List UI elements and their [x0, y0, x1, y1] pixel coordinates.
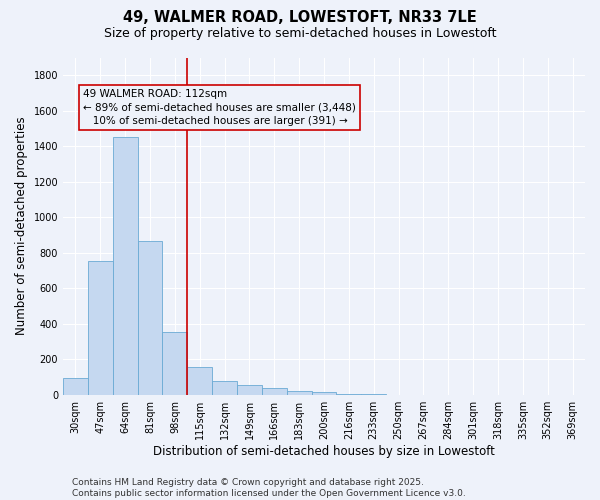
Bar: [287, 391, 311, 394]
Bar: [63, 378, 88, 394]
Text: 49 WALMER ROAD: 112sqm
← 89% of semi-detached houses are smaller (3,448)
   10% : 49 WALMER ROAD: 112sqm ← 89% of semi-det…: [83, 90, 356, 126]
Text: Size of property relative to semi-detached houses in Lowestoft: Size of property relative to semi-detach…: [104, 28, 496, 40]
Text: 49, WALMER ROAD, LOWESTOFT, NR33 7LE: 49, WALMER ROAD, LOWESTOFT, NR33 7LE: [123, 10, 477, 25]
Bar: [311, 392, 337, 394]
Bar: [262, 388, 287, 394]
X-axis label: Distribution of semi-detached houses by size in Lowestoft: Distribution of semi-detached houses by …: [153, 444, 495, 458]
Y-axis label: Number of semi-detached properties: Number of semi-detached properties: [15, 117, 28, 336]
Bar: [237, 385, 262, 394]
Bar: [163, 332, 187, 394]
Bar: [137, 241, 163, 394]
Text: Contains HM Land Registry data © Crown copyright and database right 2025.
Contai: Contains HM Land Registry data © Crown c…: [72, 478, 466, 498]
Bar: [187, 367, 212, 394]
Bar: [212, 380, 237, 394]
Bar: [113, 138, 137, 394]
Bar: [88, 260, 113, 394]
